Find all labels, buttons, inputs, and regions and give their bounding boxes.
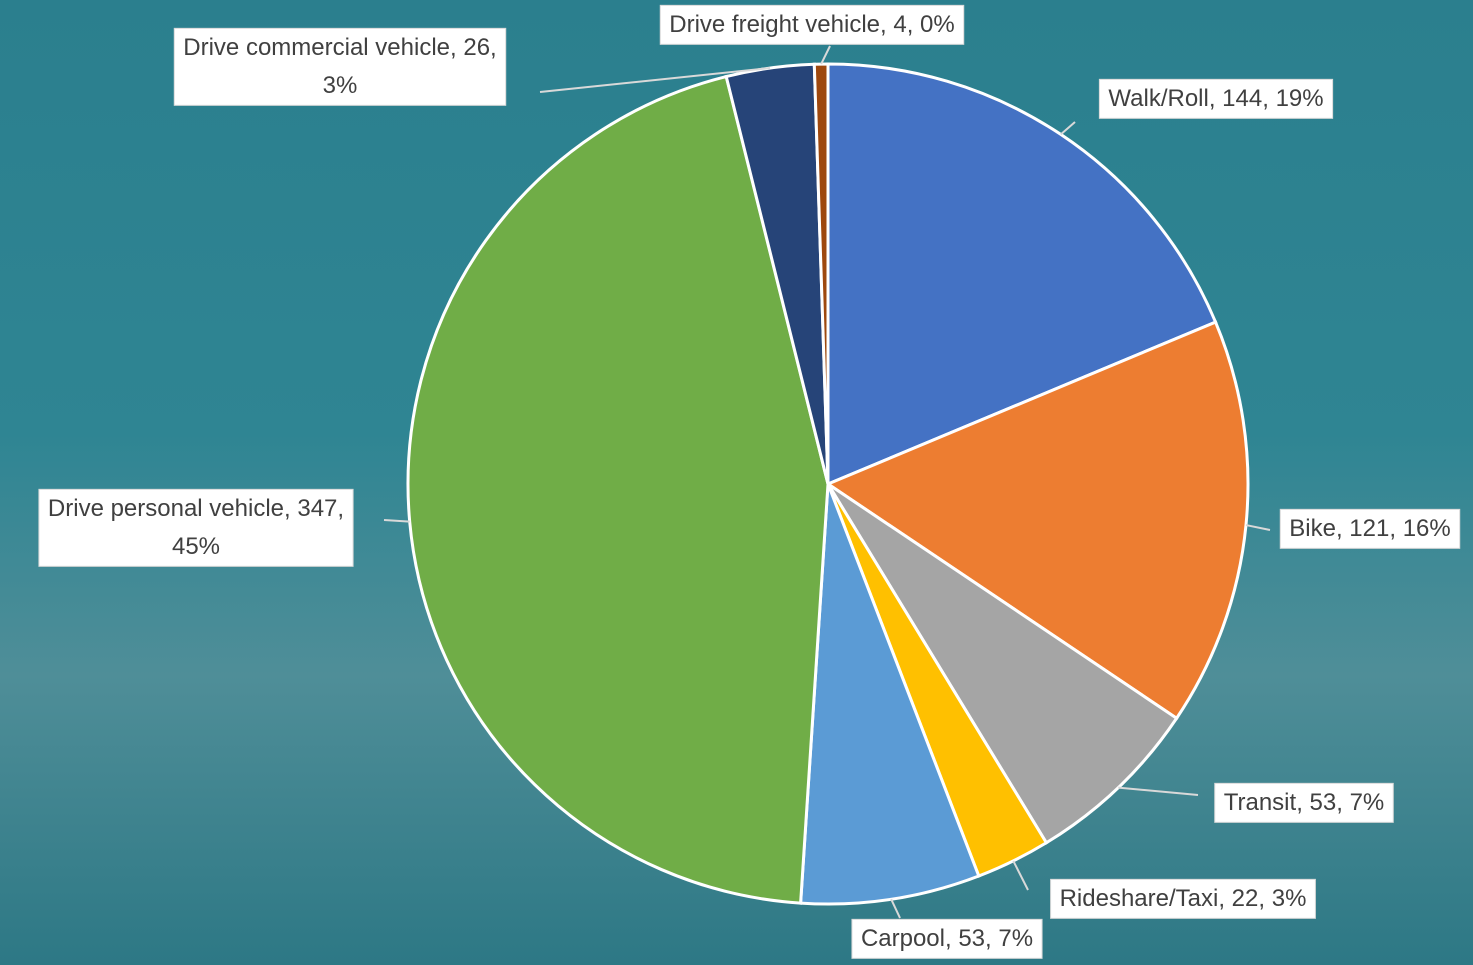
label-category: Transit [1224,789,1297,816]
label-percent: 7% [1350,789,1385,816]
label-category: Drive personal vehicle [48,495,284,522]
data-label: Drive personal vehicle, 347, 45% [39,489,353,566]
label-category: Rideshare/Taxi [1060,885,1219,912]
data-label-text: Carpool, 53, 7% [861,925,1033,952]
data-label-text: Drive commercial vehicle, 26, [183,34,496,61]
label-value: 144 [1222,85,1262,112]
data-label: Walk/Roll, 144, 19% [1099,79,1332,118]
label-value: 22 [1232,885,1259,912]
label-value: 53 [1310,789,1337,816]
data-label: Drive commercial vehicle, 26, 3% [174,28,505,105]
label-category: Walk/Roll [1108,85,1208,112]
label-category: Drive freight vehicle [669,11,880,38]
label-value: 347 [297,495,337,522]
data-label-text: Bike, 121, 16% [1289,515,1450,542]
data-label-text: 3% [323,72,358,99]
label-category: Drive commercial vehicle [183,34,450,61]
label-percent: 3% [1272,885,1307,912]
data-label: Bike, 121, 16% [1280,509,1459,548]
label-percent: 3% [323,72,358,99]
label-value: 53 [958,925,985,952]
data-label: Rideshare/Taxi, 22, 3% [1051,879,1316,918]
data-label-text: Walk/Roll, 144, 19% [1108,85,1323,112]
label-percent: 16% [1403,515,1451,542]
data-label-text: Transit, 53, 7% [1224,789,1385,816]
data-label-text: Drive personal vehicle, 347, [48,495,344,522]
label-percent: 45% [172,533,220,560]
label-percent: 7% [998,925,1033,952]
label-value: 121 [1349,515,1389,542]
data-label-text: Drive freight vehicle, 4, 0% [669,11,954,38]
chart: Walk/Roll, 144, 19% Bike, 121, 16% Transit… [0,0,1473,965]
data-label-text: 45% [172,533,220,560]
label-percent: 19% [1276,85,1324,112]
label-percent: 0% [920,11,955,38]
data-label: Carpool, 53, 7% [852,919,1042,958]
label-category: Bike [1289,515,1336,542]
label-value: 4 [893,11,906,38]
data-label: Drive freight vehicle, 4, 0% [660,5,963,44]
label-category: Carpool [861,925,945,952]
data-label: Transit, 53, 7% [1215,783,1394,822]
data-label-text: Rideshare/Taxi, 22, 3% [1060,885,1307,912]
label-value: 26 [463,34,490,61]
